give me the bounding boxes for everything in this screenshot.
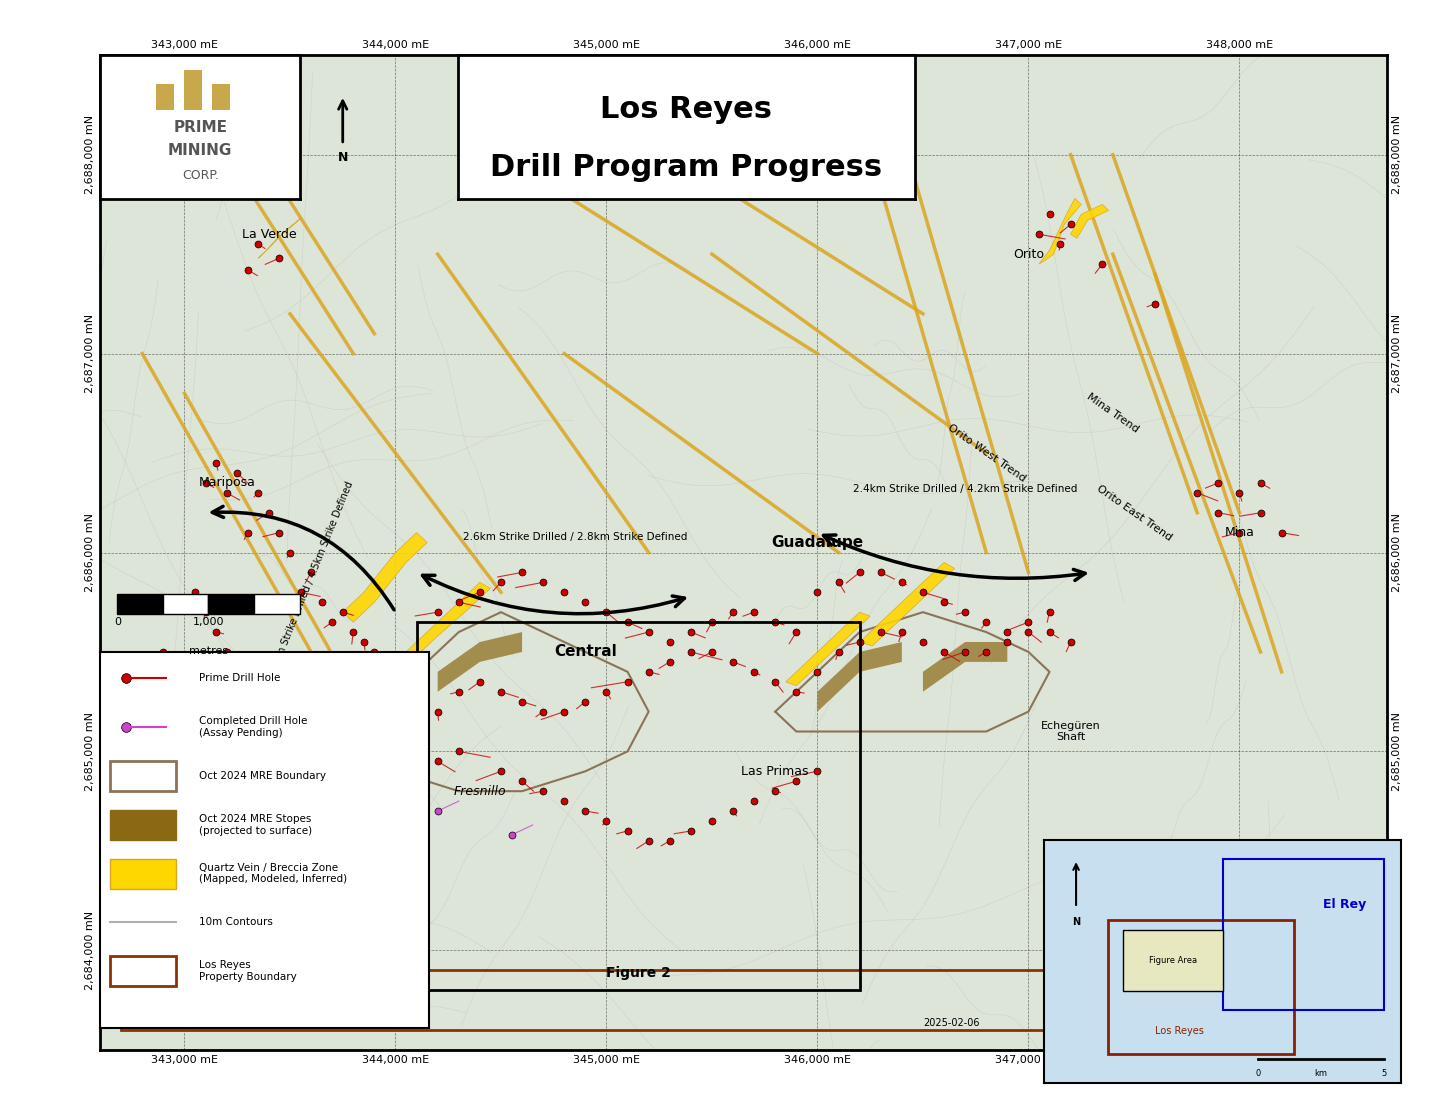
Text: Drill Program Progress: Drill Program Progress [490, 152, 882, 182]
Text: 10m Contours: 10m Contours [199, 917, 273, 927]
Bar [110, 810, 176, 840]
Bar [156, 84, 174, 109]
Text: Mariposa: Mariposa [199, 476, 255, 490]
Bar [110, 761, 176, 791]
Bar [212, 84, 230, 109]
Polygon shape [922, 642, 1007, 692]
Bar [416, 622, 859, 990]
Polygon shape [406, 582, 490, 656]
Text: Figure 2: Figure 2 [606, 966, 671, 980]
Text: Los Reyes
Property Boundary: Los Reyes Property Boundary [199, 960, 296, 982]
Text: Completed Drill Hole
(Assay Pending): Completed Drill Hole (Assay Pending) [199, 716, 307, 738]
Text: 0: 0 [1256, 1069, 1261, 1077]
Polygon shape [259, 219, 300, 259]
Polygon shape [1071, 204, 1108, 239]
Polygon shape [312, 672, 416, 741]
Bar [255, 594, 300, 614]
Text: Z-T: Z-T [362, 704, 386, 719]
Bar [209, 594, 255, 614]
Text: MINING: MINING [167, 143, 233, 158]
Polygon shape [1040, 199, 1081, 264]
Text: Zapote 300: Zapote 300 [127, 665, 200, 678]
Text: Orito West Trend: Orito West Trend [945, 422, 1027, 484]
Text: Los Reyes: Los Reyes [1155, 1027, 1204, 1036]
Bar [1108, 920, 1294, 1054]
Text: metres: metres [189, 646, 227, 656]
Text: Fresnillo: Fresnillo [453, 785, 506, 798]
Text: N: N [337, 150, 347, 164]
Text: km: km [1314, 1069, 1327, 1077]
Text: Quartz Vein / Breccia Zone
(Mapped, Modeled, Inferred): Quartz Vein / Breccia Zone (Mapped, Mode… [199, 863, 347, 884]
Text: 5: 5 [1381, 1069, 1386, 1077]
Text: Central: Central [553, 644, 616, 660]
Text: Las Primas: Las Primas [742, 765, 809, 778]
Text: Guadalupe: Guadalupe [771, 535, 864, 550]
Bar [1123, 929, 1223, 990]
Text: Prime Drill Hole: Prime Drill Hole [199, 673, 280, 683]
Text: Orito East Trend: Orito East Trend [1094, 483, 1174, 543]
Bar [110, 956, 176, 987]
Text: 0: 0 [114, 618, 120, 628]
Polygon shape [818, 642, 902, 712]
Bar [117, 594, 163, 614]
Polygon shape [438, 632, 522, 692]
Text: El Rey: El Rey [1323, 898, 1366, 911]
Bar [184, 70, 202, 109]
Polygon shape [787, 612, 871, 686]
Text: Oct 2024 MRE Stopes
(projected to surface): Oct 2024 MRE Stopes (projected to surfac… [199, 814, 312, 835]
Text: 2.4km Strike Drilled / 4.2km Strike Defined: 2.4km Strike Drilled / 4.2km Strike Defi… [852, 484, 1077, 494]
Text: CORP.: CORP. [182, 169, 219, 182]
Text: 1,000: 1,000 [193, 618, 225, 628]
Text: Figure Area: Figure Area [1148, 956, 1197, 965]
Text: Oct 2024 MRE Boundary: Oct 2024 MRE Boundary [199, 771, 326, 781]
Text: Los Reyes: Los Reyes [601, 95, 772, 125]
Text: 2025-02-06: 2025-02-06 [922, 1018, 980, 1028]
Text: Orito: Orito [1012, 248, 1044, 261]
Polygon shape [343, 533, 428, 622]
Bar [1223, 860, 1383, 1010]
Bar [110, 859, 176, 888]
Text: Mina: Mina [1224, 526, 1254, 539]
Bar [122, 970, 1260, 1030]
Polygon shape [859, 562, 955, 646]
Text: Mina Trend: Mina Trend [1085, 391, 1141, 435]
Text: 2.6km Strike Drilled / 2.8km Strike Defined: 2.6km Strike Drilled / 2.8km Strike Defi… [463, 532, 686, 541]
Text: La Verde: La Verde [242, 228, 296, 241]
Text: N: N [1072, 917, 1080, 927]
Text: PRIME: PRIME [173, 119, 227, 135]
Text: Echegüren
Shaft: Echegüren Shaft [1041, 720, 1101, 743]
Bar [163, 594, 209, 614]
Text: 3.3km Strike Drilled / 4.5km Strike Defined: 3.3km Strike Drilled / 4.5km Strike Defi… [267, 480, 355, 677]
